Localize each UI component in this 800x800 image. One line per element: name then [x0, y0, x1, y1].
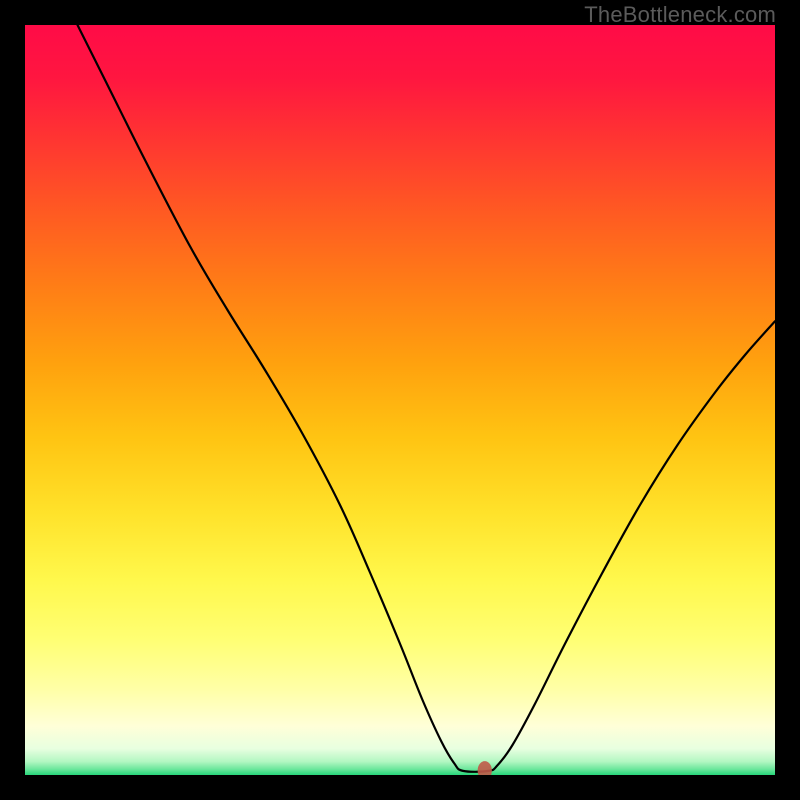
chart-svg [25, 25, 775, 775]
bottleneck-chart [25, 25, 775, 775]
watermark-text: TheBottleneck.com [584, 2, 776, 28]
gradient-background [25, 25, 775, 775]
